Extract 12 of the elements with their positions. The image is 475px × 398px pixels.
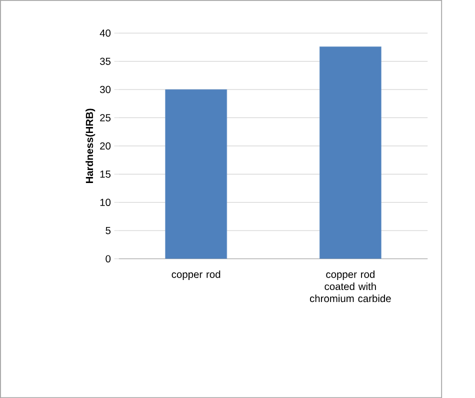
y-tick-label: 20: [100, 142, 111, 150]
y-tick-label: 15: [100, 170, 111, 178]
y-tick-label: 25: [100, 114, 111, 122]
y-tick-label: 40: [100, 29, 111, 37]
y-tick-label: 10: [100, 198, 111, 206]
y-tick-label: 35: [100, 58, 111, 65]
x-tick-label: copper rod: [172, 270, 220, 280]
y-tick-label: 30: [100, 86, 111, 94]
y-tick-label: 0: [106, 255, 111, 262]
x-tick-label: copper rod coated with chromium carbide: [310, 270, 391, 302]
y-tick-label: 5: [106, 226, 111, 234]
y-axis-title: Hardness(HRB): [86, 108, 96, 183]
